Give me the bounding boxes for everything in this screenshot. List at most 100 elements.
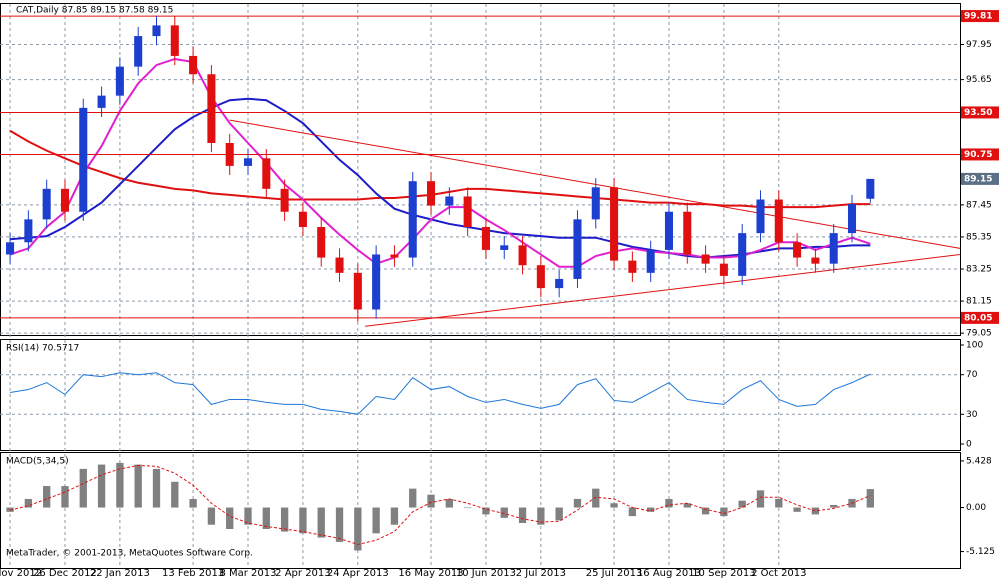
candle-body bbox=[683, 211, 692, 255]
trendline bbox=[365, 254, 961, 327]
macd-bar bbox=[427, 494, 435, 508]
moving-average bbox=[9, 57, 871, 268]
macd-bar bbox=[134, 464, 142, 508]
macd-panel-frame bbox=[0, 452, 961, 569]
macd-bar bbox=[43, 486, 51, 508]
moving-average bbox=[9, 97, 871, 259]
macd-title: MACD(5,34,5) bbox=[6, 457, 69, 467]
macd-bar bbox=[482, 507, 490, 515]
candle-body bbox=[555, 278, 564, 289]
candle-body bbox=[134, 36, 143, 67]
price-panel-frame bbox=[0, 3, 961, 336]
candle-body bbox=[225, 142, 234, 166]
macd-bar bbox=[720, 507, 728, 517]
y-tick-label: 79.05 bbox=[966, 329, 992, 339]
x-tick-label: 30 Nov 2012 bbox=[0, 568, 42, 578]
candle-body bbox=[500, 245, 509, 250]
macd-bar bbox=[24, 498, 33, 508]
macd-bar bbox=[409, 488, 417, 508]
candle-body bbox=[97, 95, 106, 108]
macd-bar bbox=[756, 490, 765, 508]
last-price-label: 89.15 bbox=[964, 174, 992, 184]
y-tick-label: 5.428 bbox=[966, 456, 992, 466]
macd-bar bbox=[665, 498, 673, 508]
macd-bar bbox=[262, 507, 270, 530]
candle-body bbox=[829, 233, 838, 264]
y-tick-label: 87.45 bbox=[966, 200, 992, 210]
y-tick-label: 30 bbox=[966, 410, 978, 420]
y-tick-label: 0 bbox=[966, 440, 972, 450]
macd-bar bbox=[518, 507, 527, 523]
price-level-label: 99.81 bbox=[964, 12, 992, 22]
candle-body bbox=[390, 254, 399, 258]
candle-body bbox=[79, 107, 88, 212]
macd-bar bbox=[445, 498, 454, 508]
macd-bar bbox=[573, 498, 582, 508]
macd-bar bbox=[207, 507, 216, 525]
candle-body bbox=[24, 219, 33, 243]
x-tick-label: 2 Jul 2013 bbox=[516, 568, 566, 578]
candle-body bbox=[372, 254, 381, 310]
candle-body bbox=[317, 227, 326, 258]
candle-body bbox=[6, 242, 15, 255]
macd-bar bbox=[171, 481, 179, 508]
x-tick-label: 22 Jan 2013 bbox=[90, 568, 150, 578]
candle-body bbox=[445, 196, 454, 206]
price-level-label: 90.75 bbox=[964, 150, 992, 160]
y-tick-label: 81.15 bbox=[966, 297, 992, 307]
candle-body bbox=[518, 245, 527, 266]
macd-bar bbox=[592, 488, 600, 508]
x-tick-label: 26 Dec 2012 bbox=[33, 568, 97, 578]
macd-bar bbox=[299, 507, 307, 534]
x-tick-label: 10 Sep 2013 bbox=[692, 568, 755, 578]
y-tick-label: 97.95 bbox=[966, 40, 992, 50]
macd-bar bbox=[701, 507, 710, 515]
macd-bar bbox=[775, 498, 783, 508]
candle-body bbox=[463, 196, 472, 228]
macd-bar bbox=[152, 468, 161, 508]
macd-bar bbox=[116, 462, 124, 508]
candle-body bbox=[536, 265, 545, 289]
macd-bar bbox=[866, 489, 874, 508]
x-tick-label: 24 Apr 2013 bbox=[327, 568, 389, 578]
macd-bar bbox=[628, 507, 637, 517]
footer: MetaTrader, © 2001-2013, MetaQuotes Soft… bbox=[6, 549, 253, 559]
macd-bar bbox=[97, 464, 106, 508]
price-level-box bbox=[961, 311, 999, 324]
candle-body bbox=[591, 187, 600, 220]
macd-bar bbox=[683, 503, 691, 508]
x-tick-label: 13 Feb 2013 bbox=[162, 568, 224, 578]
macd-bar bbox=[537, 507, 545, 525]
y-tick-label: 85.35 bbox=[966, 232, 992, 242]
candle-body bbox=[170, 25, 179, 56]
candle-body bbox=[335, 257, 344, 273]
last-price-box bbox=[961, 172, 999, 185]
macd-bar bbox=[189, 498, 197, 508]
macd-bar bbox=[335, 507, 344, 542]
moving-average bbox=[9, 129, 871, 209]
candle-body bbox=[610, 187, 619, 261]
candle-body bbox=[427, 181, 436, 206]
macd-bar bbox=[738, 500, 746, 508]
macd-bar bbox=[811, 507, 820, 515]
candle-body bbox=[42, 188, 51, 220]
macd-bar bbox=[555, 507, 563, 521]
y-tick-label: 95.65 bbox=[966, 75, 992, 85]
candle-body bbox=[793, 242, 802, 258]
macd-bar bbox=[610, 503, 618, 508]
price-level-box bbox=[961, 106, 999, 119]
price-level-label: 80.05 bbox=[964, 313, 992, 323]
candle-body bbox=[756, 199, 765, 234]
macd-bar bbox=[830, 504, 838, 508]
rsi-panel-frame bbox=[0, 339, 961, 451]
candle-body bbox=[628, 260, 637, 273]
y-tick-label: 70 bbox=[966, 370, 978, 380]
candle-body bbox=[774, 199, 783, 243]
trendline bbox=[229, 119, 961, 249]
candle-body bbox=[60, 188, 70, 212]
candle-body bbox=[573, 219, 582, 279]
y-tick-label: -5.125 bbox=[966, 547, 995, 557]
candle-body bbox=[207, 74, 216, 143]
